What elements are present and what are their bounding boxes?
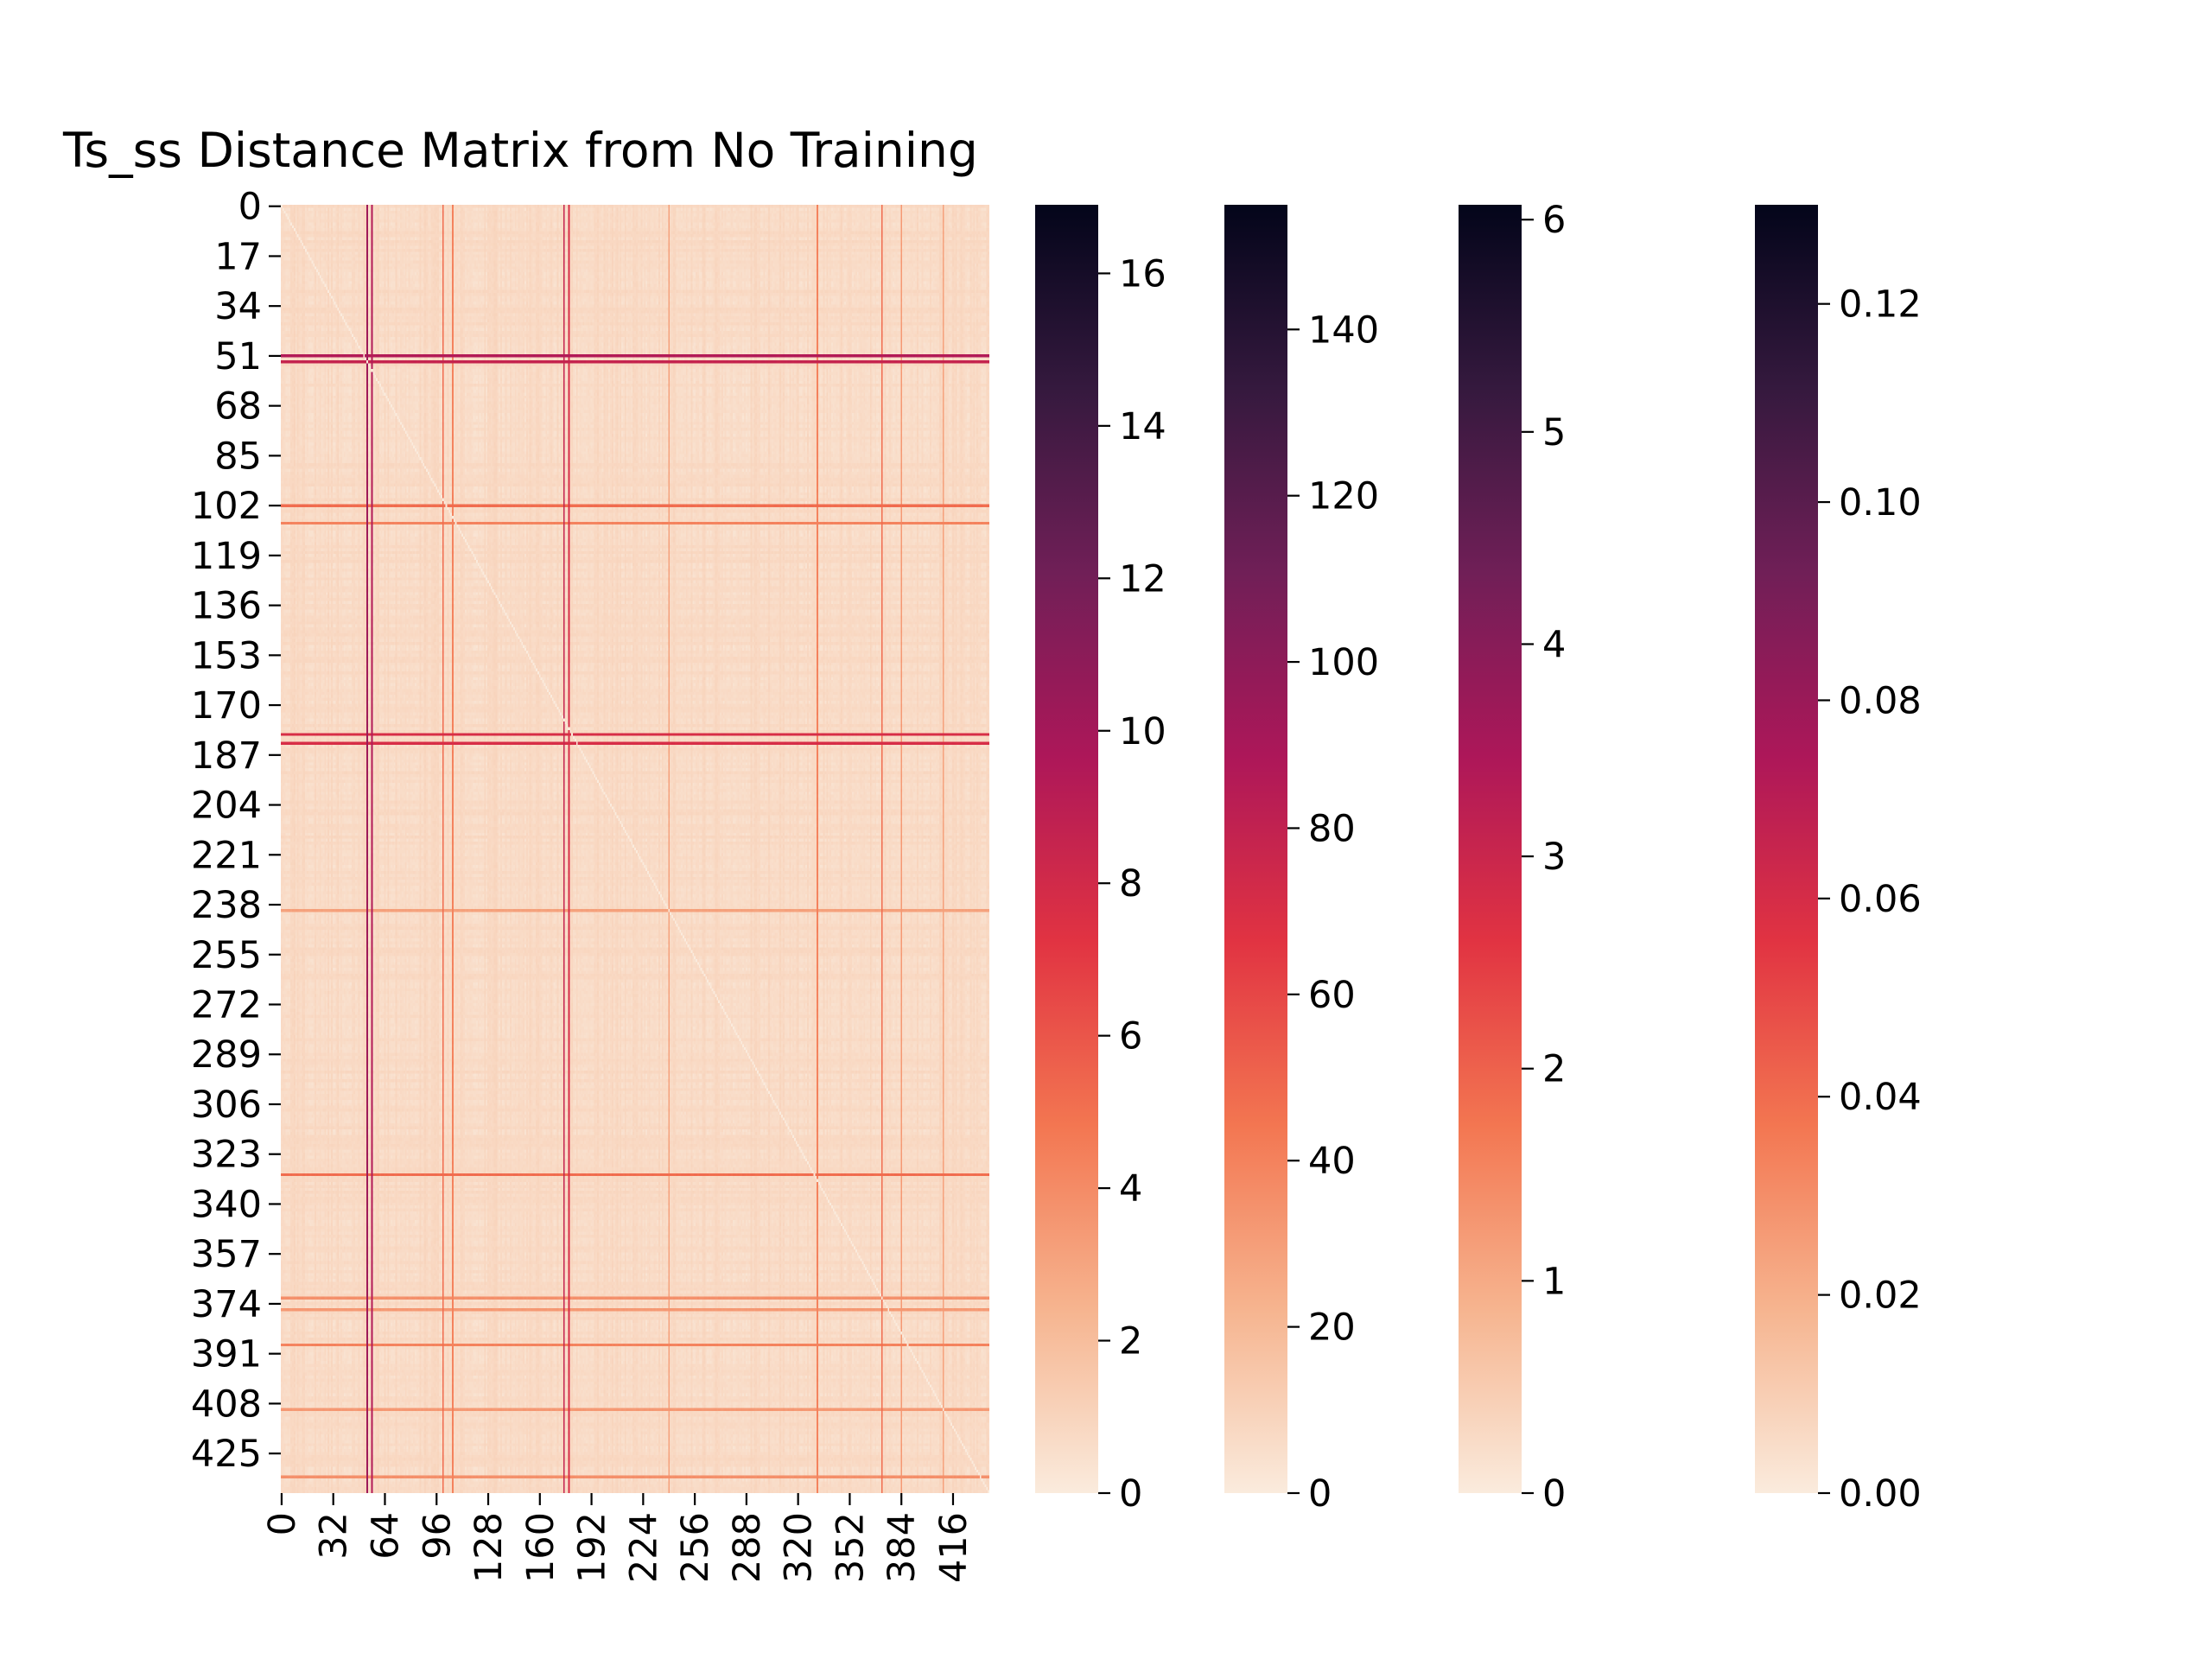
x-tick-label: 384 (880, 1512, 924, 1583)
colorbar-tick-label: 1 (1542, 1260, 1566, 1303)
colorbar-tick-label: 140 (1308, 308, 1379, 352)
colorbar-tick-label: 0.00 (1839, 1472, 1922, 1516)
colorbar-tick-label: 6 (1119, 1015, 1142, 1058)
x-tick-label: 352 (829, 1512, 872, 1583)
y-tick-label: 391 (191, 1333, 262, 1376)
colorbar-tick-label: 14 (1119, 405, 1166, 448)
y-tick-label: 34 (214, 285, 262, 328)
x-tick-label: 128 (467, 1512, 511, 1583)
y-tick-label: 272 (191, 984, 262, 1027)
y-tick-label: 221 (191, 834, 262, 877)
y-tick-label: 357 (191, 1233, 262, 1276)
heatmap-cells (281, 205, 989, 1493)
y-tick-label: 238 (191, 884, 262, 927)
y-tick-label: 119 (191, 535, 262, 578)
x-tick-label: 160 (519, 1512, 563, 1583)
y-tick-label: 153 (191, 634, 262, 677)
colorbar-tick-label: 40 (1308, 1140, 1356, 1183)
colorbar-tick-label: 0.06 (1839, 878, 1922, 921)
x-tick-label: 320 (778, 1512, 821, 1583)
colorbar-2: 0 20 40 60 80 100 120 140 (1224, 205, 1379, 1516)
y-tick-label: 0 (238, 186, 262, 229)
colorbar-tick-label: 0.08 (1839, 679, 1922, 722)
colorbar-tick-label: 2 (1542, 1048, 1566, 1091)
colorbar-tick-label: 0 (1542, 1472, 1566, 1516)
x-tick-label: 288 (726, 1512, 769, 1583)
y-tick-label: 170 (191, 684, 262, 728)
colorbar-tick-label: 2 (1119, 1320, 1142, 1363)
colorbar-tick-label: 12 (1119, 557, 1166, 601)
colorbar-tick-label: 0 (1119, 1472, 1142, 1516)
colorbar-gradient (1224, 205, 1287, 1493)
colorbar-tick-label: 0.02 (1839, 1274, 1922, 1318)
x-tick-label: 32 (313, 1512, 356, 1560)
y-tick-label: 204 (191, 785, 262, 828)
colorbar-gradient (1459, 205, 1522, 1493)
y-tick-label: 323 (191, 1134, 262, 1177)
colorbar-1: 0 2 4 6 8 10 12 14 16 (1035, 205, 1166, 1516)
colorbar-4: 0.00 0.02 0.04 0.06 0.08 0.10 0.12 (1755, 205, 1922, 1516)
colorbar-tick-label: 60 (1308, 974, 1356, 1017)
colorbar-tick-label: 8 (1119, 862, 1142, 906)
y-tick-label: 17 (214, 235, 262, 278)
y-tick-label: 187 (191, 734, 262, 778)
y-tick-label: 306 (191, 1084, 262, 1127)
y-tick-label: 136 (191, 585, 262, 628)
y-tick-label: 374 (191, 1283, 262, 1326)
colorbar-tick-label: 5 (1542, 411, 1566, 454)
colorbar-tick-label: 0.12 (1839, 283, 1922, 327)
y-tick-label: 340 (191, 1183, 262, 1226)
colorbar-tick-label: 6 (1542, 199, 1566, 242)
colorbar-gradient (1035, 205, 1098, 1493)
colorbar-tick-label: 120 (1308, 475, 1379, 518)
x-tick-label: 64 (364, 1512, 407, 1560)
colorbar-tick-label: 16 (1119, 252, 1166, 296)
colorbar-tick-label: 0.10 (1839, 481, 1922, 524)
x-tick-label: 224 (622, 1512, 665, 1583)
colorbar-3: 0 1 2 3 4 5 6 (1459, 199, 1566, 1516)
colorbar-tick-label: 0.04 (1839, 1076, 1922, 1119)
chart-title: Ts_ss Distance Matrix from No Training (62, 123, 978, 178)
colorbar-tick-label: 3 (1542, 836, 1566, 879)
colorbars: 024681012141602040608010012014001234560.… (1035, 199, 1922, 1516)
y-tick-label: 289 (191, 1033, 262, 1077)
colorbar-tick-label: 0 (1308, 1472, 1332, 1516)
colorbar-tick-label: 4 (1542, 623, 1566, 666)
colorbar-tick-label: 20 (1308, 1306, 1356, 1350)
colorbar-gradient (1755, 205, 1818, 1493)
colorbar-tick-label: 80 (1308, 807, 1356, 850)
y-tick-label: 102 (191, 485, 262, 528)
y-tick-label: 85 (214, 435, 262, 478)
colorbar-tick-label: 10 (1119, 710, 1166, 753)
heatmap-axes: 0 17 34 51 68 85 102 119 136 153 170 187 204 221 238 25… (191, 186, 976, 1583)
y-tick-label: 408 (191, 1382, 262, 1426)
x-tick-label: 96 (416, 1512, 459, 1560)
y-tick-label: 51 (214, 335, 262, 378)
y-tick-label: 425 (191, 1433, 262, 1476)
x-tick-label: 0 (261, 1512, 304, 1535)
x-tick-label: 192 (571, 1512, 614, 1583)
x-tick-label: 416 (932, 1512, 976, 1583)
colorbar-tick-label: 100 (1308, 641, 1379, 684)
colorbar-tick-label: 4 (1119, 1167, 1142, 1211)
x-tick-label: 256 (674, 1512, 717, 1583)
y-tick-label: 255 (191, 934, 262, 977)
y-tick-label: 68 (214, 385, 262, 429)
